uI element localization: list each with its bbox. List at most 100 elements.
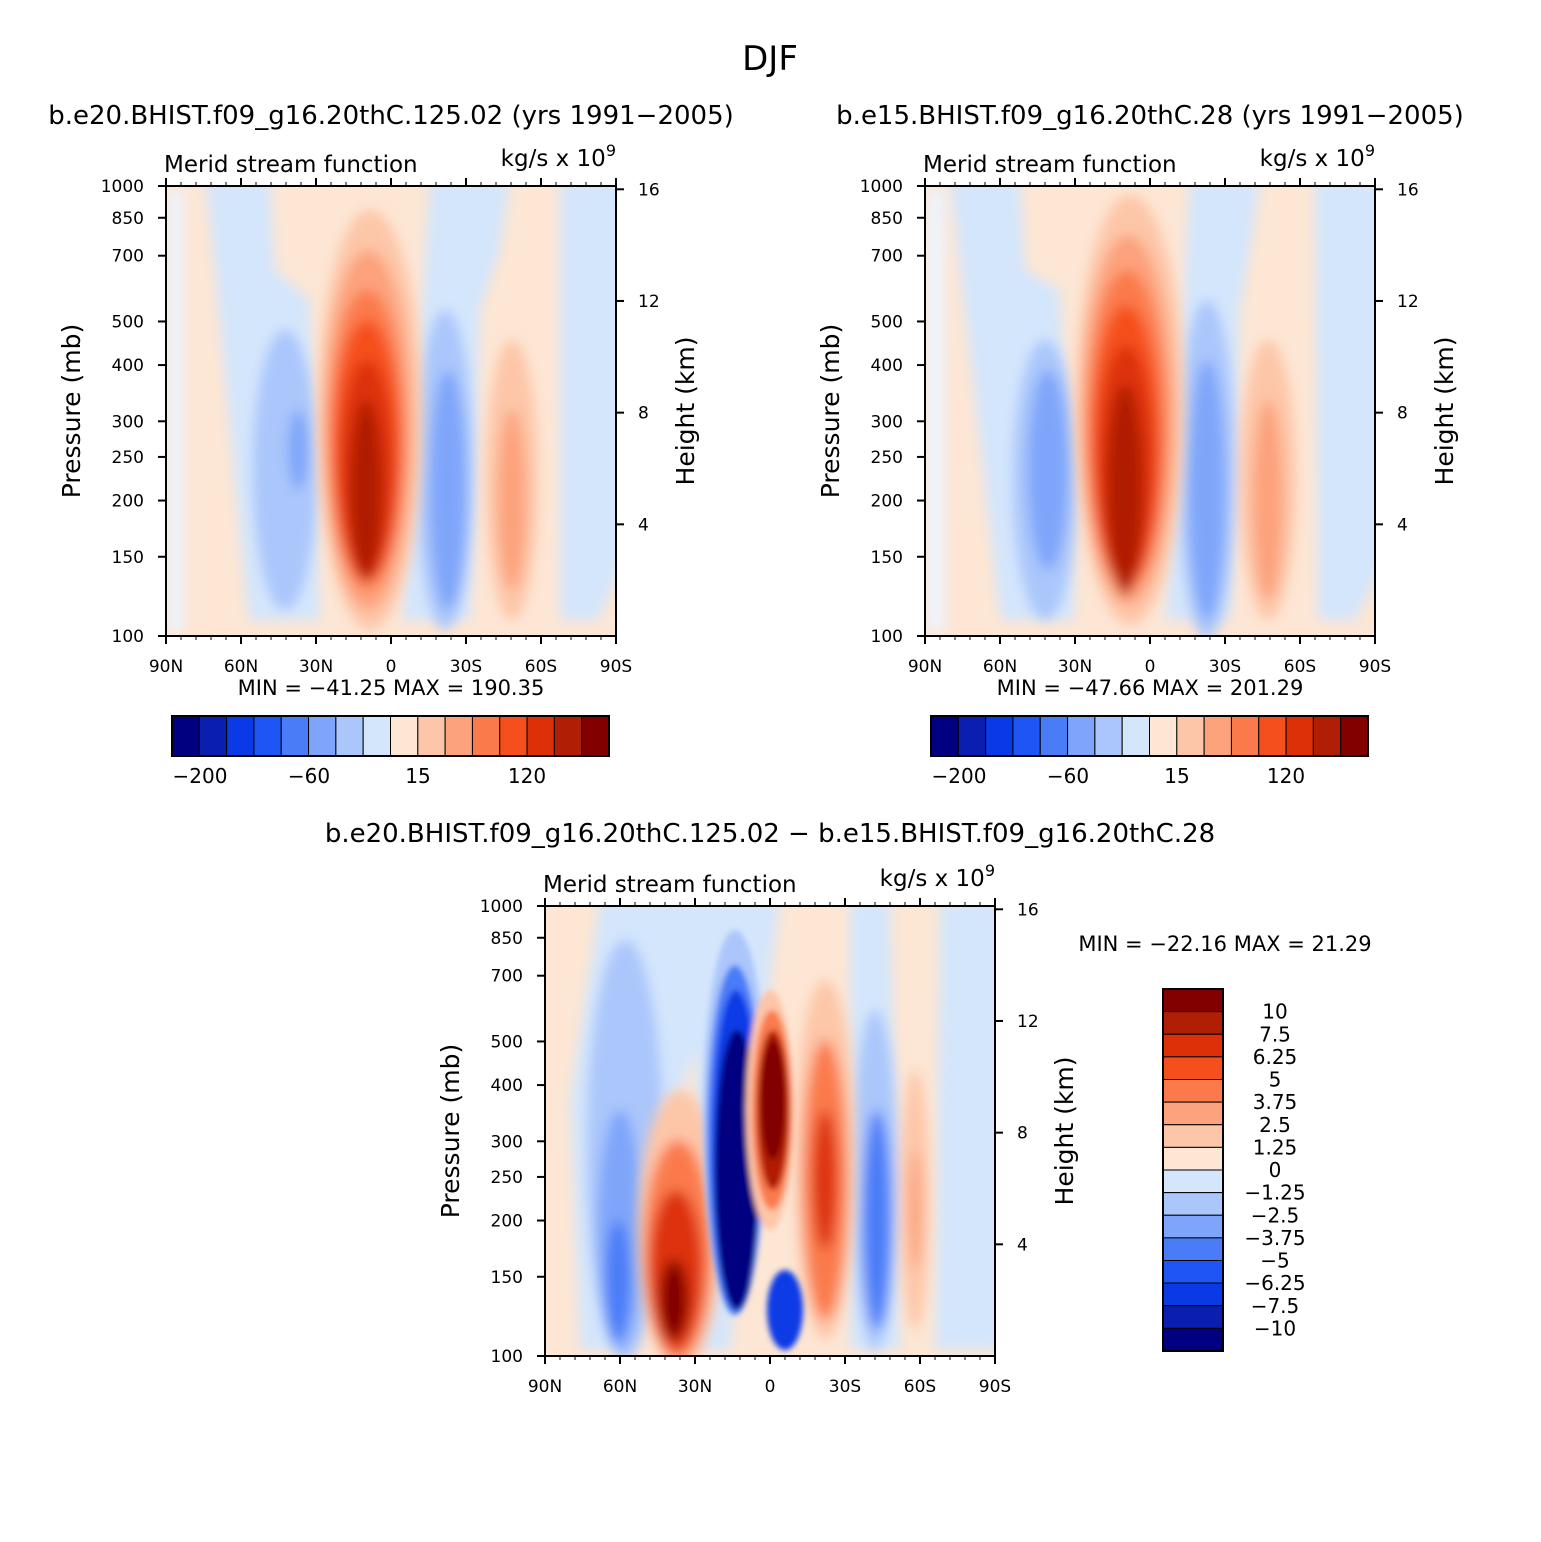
panel-1-colorbar-swatch	[335, 715, 364, 757]
panel-1-colorbar-swatch	[390, 715, 419, 757]
panel-3-ytick-label: 200	[491, 1212, 523, 1232]
panel-1-xtick-label: 30N	[299, 657, 333, 677]
panel-3-units-base: kg/s x 10	[880, 866, 985, 892]
panel-1-stats: MIN = −41.25 MAX = 190.35	[238, 676, 545, 700]
panel-3-ytick-label: 100	[491, 1347, 523, 1367]
panel-1-units: kg/s x 109	[501, 141, 616, 172]
panel-1-colorbar-swatch	[471, 715, 501, 757]
panel-3-htick-label: 8	[1017, 1124, 1028, 1144]
panel-3-cbar-label: −2.5	[1251, 1203, 1300, 1227]
panel-1-cbar-label-0: −200	[173, 764, 228, 788]
panel-1-case-title: b.e20.BHIST.f09_g16.20thC.125.02 (yrs 19…	[48, 101, 734, 131]
panel-3-units-exp: 9	[985, 861, 995, 880]
panel-1-axes: 100 150 200 250 300 400 500 700 850 1000 90N 60N 30N…	[101, 177, 660, 677]
panel-1-ytick-label: 1000	[101, 177, 144, 197]
panel-2-ylabel-right: Height (km)	[1430, 337, 1459, 486]
panel-1: b.e20.BHIST.f09_g16.20thC.125.02 (yrs 19…	[48, 101, 734, 788]
panel-3-cbar-label: 10	[1262, 1000, 1287, 1024]
panel-2-ytick-label: 850	[871, 209, 903, 229]
panel-2-colorbar-swatch	[930, 715, 959, 757]
panel-3-colorbar-swatch	[1162, 1169, 1224, 1194]
panel-1-htick-label: 4	[638, 515, 649, 535]
panel-3-cbar-label: 3.75	[1253, 1090, 1298, 1114]
panel-3-ytick-label: 150	[491, 1268, 523, 1288]
panel-2-units-exp: 9	[1365, 141, 1375, 160]
panel-3-colorbar-swatch	[1162, 1282, 1224, 1307]
panel-3-colorbar-swatch	[1162, 1327, 1224, 1352]
panel-2-xtick-label: 90N	[908, 657, 942, 677]
panel-3-cbar-label: −1.25	[1244, 1181, 1305, 1205]
panel-1-colorbar-swatch	[171, 715, 200, 757]
panel-2-htick-label: 4	[1397, 515, 1408, 535]
panel-2-ytick-label: 1000	[860, 177, 903, 197]
panel-2-cbar-label-1: −60	[1047, 764, 1089, 788]
panel-1-htick-label: 8	[638, 404, 649, 424]
panel-3-xtick-label: 0	[765, 1377, 776, 1397]
panel-1-cbar-label-3: 120	[508, 764, 546, 788]
panel-2-xtick-label: 60N	[983, 657, 1017, 677]
panel-3-ytick-label: 250	[491, 1168, 523, 1188]
panel-2-xtick-label: 60S	[1284, 657, 1316, 677]
panel-1-colorbar-frame	[171, 715, 610, 757]
panel-3-units: kg/s x 109	[880, 861, 995, 892]
panel-1-ylabel-right: Height (km)	[671, 337, 700, 486]
panel-1-ytick-label: 400	[112, 356, 144, 376]
panel-3-cbar-label: −10	[1254, 1316, 1296, 1340]
panel-2-xtick-label: 90S	[1359, 657, 1391, 677]
panel-3-colorbar-swatch	[1162, 1079, 1224, 1103]
panel-3-ytick-label: 300	[491, 1132, 523, 1152]
panel-2-ytick-label: 400	[871, 356, 903, 376]
panel-2-colorbar-swatch	[1012, 715, 1041, 757]
panel-3-xtick-label: 90N	[528, 1377, 562, 1397]
panel-2-colorbar-swatch	[1258, 715, 1287, 757]
panel-3-xtick-label: 60N	[603, 1377, 637, 1397]
panel-1-colorbar-swatch	[444, 715, 473, 757]
panel-2-axes: 100 150 200 250 300 400 500 700 850 1000 90N 60N 30N…	[860, 177, 1419, 677]
panel-1-field	[166, 186, 616, 636]
panel-3-colorbar-swatch	[1162, 1237, 1224, 1261]
panel-3-cbar-label: 0	[1269, 1158, 1282, 1182]
panel-3-ylabel-right: Height (km)	[1050, 1057, 1079, 1206]
panel-3-htick-label: 4	[1017, 1235, 1028, 1255]
panel-3-cbar-label: −6.25	[1244, 1271, 1305, 1295]
panel-2-htick-label: 16	[1397, 180, 1419, 200]
panel-3-colorbar-swatch	[1162, 1146, 1224, 1171]
panel-1-xtick-label: 60S	[525, 657, 557, 677]
panel-1-htick-label: 12	[638, 292, 660, 312]
panel-2-field	[925, 186, 1375, 636]
panel-2-units: kg/s x 109	[1260, 141, 1375, 172]
panel-1-colorbar-swatch	[280, 715, 310, 757]
panel-2-cbar-label-3: 120	[1267, 764, 1305, 788]
panel-2-colorbar-swatch	[1230, 715, 1260, 757]
panel-3-colorbar-swatch	[1162, 1124, 1224, 1148]
panel-2-ytick-label: 250	[871, 448, 903, 468]
panel-1-colorbar-swatch	[308, 715, 337, 757]
panel-1-units-base: kg/s x 10	[501, 146, 606, 172]
panel-1-ylabel: Pressure (mb)	[57, 324, 86, 498]
panel-2-units-base: kg/s x 10	[1260, 146, 1365, 172]
panel-3-axes: 100 150 200 250 300 400 500 700 850 1000 90N 60N 30N…	[480, 897, 1039, 1397]
panel-3-cbar-label: −7.5	[1251, 1294, 1300, 1318]
panel-1-xtick-label: 0	[386, 657, 397, 677]
panel-2-stats: MIN = −47.66 MAX = 201.29	[997, 676, 1304, 700]
panel-1-cbar-label-2: 15	[405, 764, 430, 788]
panel-1-colorbar-swatch	[417, 715, 446, 757]
panel-3-colorbar: 107.56.2553.752.51.250−1.25−2.5−3.75−5−6…	[1162, 988, 1306, 1352]
panel-3-colorbar-swatch	[1162, 1214, 1224, 1239]
panel-2-ylabel: Pressure (mb)	[816, 324, 845, 498]
panel-3-cbar-label: 2.5	[1259, 1113, 1291, 1137]
panel-2-xtick-label: 30S	[1209, 657, 1241, 677]
panel-1-ytick-label: 250	[112, 448, 144, 468]
panel-1-colorbar	[171, 715, 610, 757]
panel-1-colorbar-swatch	[499, 715, 528, 757]
figure-title: DJF	[742, 39, 798, 79]
panel-2-colorbar-frame	[930, 715, 1369, 757]
panel-3-colorbar-swatch	[1162, 1192, 1224, 1216]
panel-3-colorbar-swatch	[1162, 1260, 1224, 1284]
panel-1-xtick-label: 30S	[450, 657, 482, 677]
panel-2-ytick-label: 300	[871, 412, 903, 432]
panel-3-htick-label: 16	[1017, 900, 1039, 920]
panel-2-colorbar-swatch	[1312, 715, 1342, 757]
panel-2-ytick-label: 150	[871, 548, 903, 568]
